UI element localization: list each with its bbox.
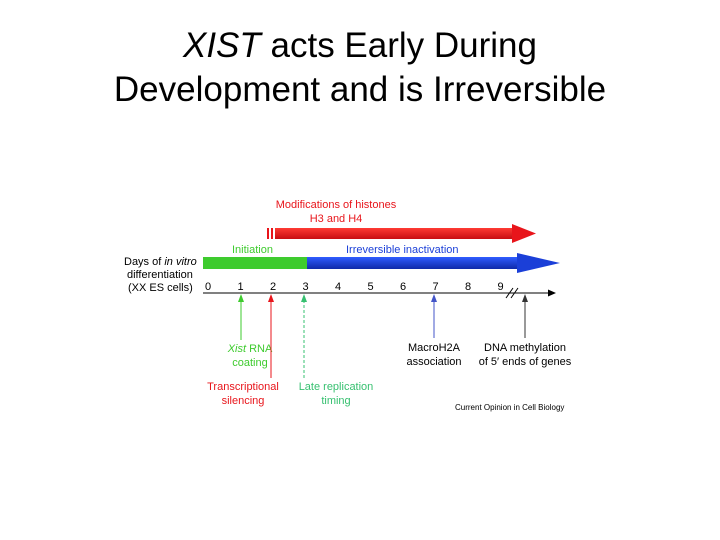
day-tick-label-5: 5 bbox=[367, 281, 373, 293]
xist-coating-arrow bbox=[238, 294, 244, 340]
macroh2a-arrow bbox=[431, 294, 437, 338]
title-line-1: XIST acts Early During bbox=[0, 24, 720, 68]
title-italic-xist: XIST bbox=[182, 26, 261, 65]
initiation-label: Initiation bbox=[232, 244, 273, 256]
methylation-label-1: DNA methylation bbox=[484, 342, 566, 354]
figure-credit: Current Opinion in Cell Biology bbox=[455, 403, 564, 412]
silencing-label-2: silencing bbox=[222, 395, 265, 407]
inactivation-arrow bbox=[203, 253, 560, 273]
histone-label-1: Modifications of histones bbox=[276, 199, 397, 211]
day-tick-label-8: 8 bbox=[465, 281, 471, 293]
axis-label-line-3: (XX ES cells) bbox=[128, 282, 193, 294]
day-tick-label-3: 3 bbox=[302, 281, 308, 293]
day-tick-label-7: 7 bbox=[432, 281, 438, 293]
replication-label-2: timing bbox=[321, 395, 350, 407]
macroh2a-label-1: MacroH2A bbox=[408, 342, 461, 354]
replication-label-1: Late replication bbox=[299, 381, 374, 393]
day-tick-label-2: 2 bbox=[270, 281, 276, 293]
axis-label-line-1: Days of in vitro bbox=[124, 256, 197, 268]
day-tick-label-9: 9 bbox=[497, 281, 503, 293]
histone-label-2: H3 and H4 bbox=[310, 213, 363, 225]
slide-title: XIST acts Early During Development and i… bbox=[0, 24, 720, 112]
macroh2a-label-2: association bbox=[406, 356, 461, 368]
methylation-arrow bbox=[522, 294, 528, 338]
irreversible-label: Irreversible inactivation bbox=[346, 244, 459, 256]
axis-label-line-2: differentiation bbox=[127, 269, 193, 281]
day-tick-label-4: 4 bbox=[335, 281, 341, 293]
title-line-2: Development and is Irreversible bbox=[113, 70, 607, 109]
histone-arrow bbox=[267, 224, 536, 243]
silencing-arrow bbox=[268, 294, 274, 378]
silencing-label-1: Transcriptional bbox=[207, 381, 279, 393]
day-tick-label-1: 1 bbox=[237, 281, 243, 293]
day-axis: 0 1 2 3 4 5 6 7 8 9 bbox=[203, 281, 556, 299]
methylation-label-2: of 5′ ends of genes bbox=[479, 356, 572, 368]
replication-arrow bbox=[301, 294, 307, 378]
xist-coating-label-1: Xist RNA bbox=[227, 343, 273, 355]
day-tick-label-0: 0 bbox=[205, 281, 211, 293]
title-line-1-text: acts Early During bbox=[260, 26, 538, 65]
xist-coating-label-2: coating bbox=[232, 357, 267, 369]
day-tick-label-6: 6 bbox=[400, 281, 406, 293]
